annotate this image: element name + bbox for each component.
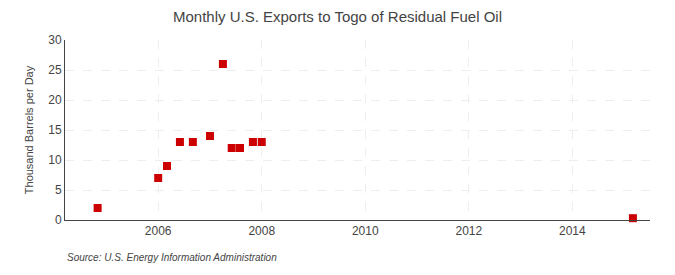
svg-text:5: 5	[55, 183, 62, 197]
svg-text:30: 30	[48, 33, 62, 47]
svg-text:25: 25	[48, 63, 62, 77]
svg-text:2008: 2008	[248, 224, 275, 238]
svg-text:Source: U.S. Energy Informatio: Source: U.S. Energy Information Administ…	[67, 252, 277, 263]
svg-text:2014: 2014	[559, 224, 586, 238]
svg-text:Thousand Barrels per Day: Thousand Barrels per Day	[23, 65, 35, 194]
svg-text:20: 20	[48, 93, 62, 107]
svg-text:15: 15	[48, 123, 62, 137]
svg-text:10: 10	[48, 153, 62, 167]
svg-text:Monthly U.S. Exports to Togo o: Monthly U.S. Exports to Togo of Residual…	[173, 8, 502, 25]
svg-text:2010: 2010	[352, 224, 379, 238]
svg-text:2006: 2006	[145, 224, 172, 238]
svg-text:0: 0	[55, 213, 62, 227]
svg-text:2012: 2012	[455, 224, 482, 238]
